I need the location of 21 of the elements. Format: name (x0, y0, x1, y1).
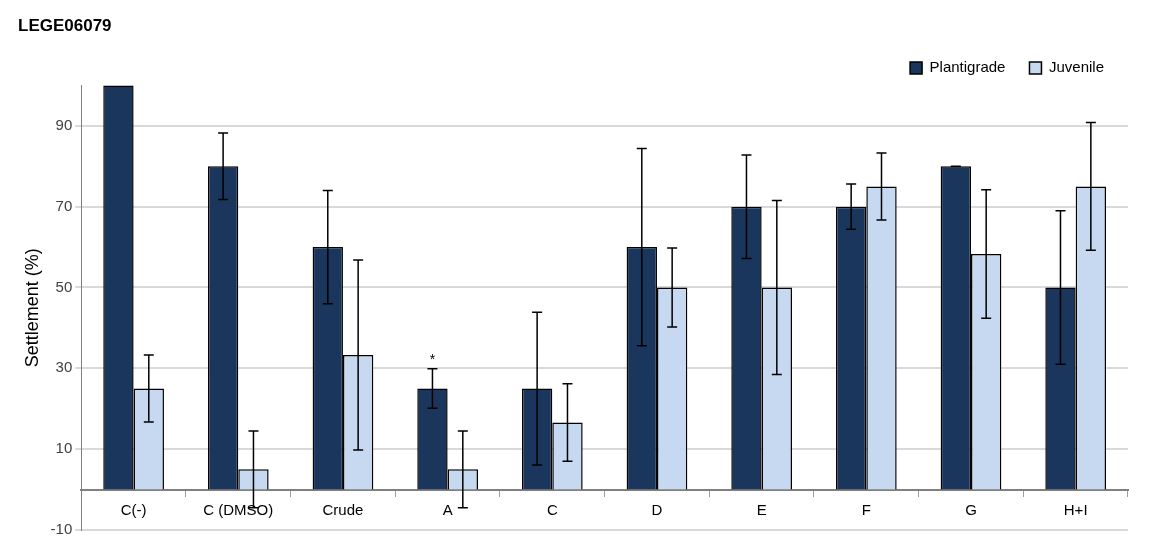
x-tick-label: Crude (322, 500, 364, 518)
x-tick-label: F (861, 500, 871, 518)
y-tick-label: 10 (55, 439, 73, 457)
y-tick-label: 50 (55, 277, 73, 295)
y-tick-label: 70 (55, 196, 73, 214)
x-tick-label: C (546, 500, 558, 518)
x-tick-label: D (651, 500, 663, 518)
x-tick-label: E (756, 500, 767, 518)
legend-label: Plantigrade (929, 58, 1006, 76)
chart-title: LEGE06079 (18, 15, 112, 35)
legend-label: Juvenile (1048, 58, 1105, 76)
x-tick-label: C(-) (120, 500, 147, 518)
data-label: * (429, 350, 436, 367)
y-tick-label: 30 (55, 358, 73, 376)
x-tick-label: C (DMSO) (203, 500, 274, 518)
x-tick-label: A (442, 500, 453, 518)
y-axis-title: Settlement (%) (21, 248, 42, 368)
x-tick-label: G (965, 500, 977, 518)
y-tick-label: 90 (55, 115, 73, 133)
x-tick-label: H+I (1063, 500, 1088, 518)
y-tick-label: -10 (50, 520, 73, 538)
